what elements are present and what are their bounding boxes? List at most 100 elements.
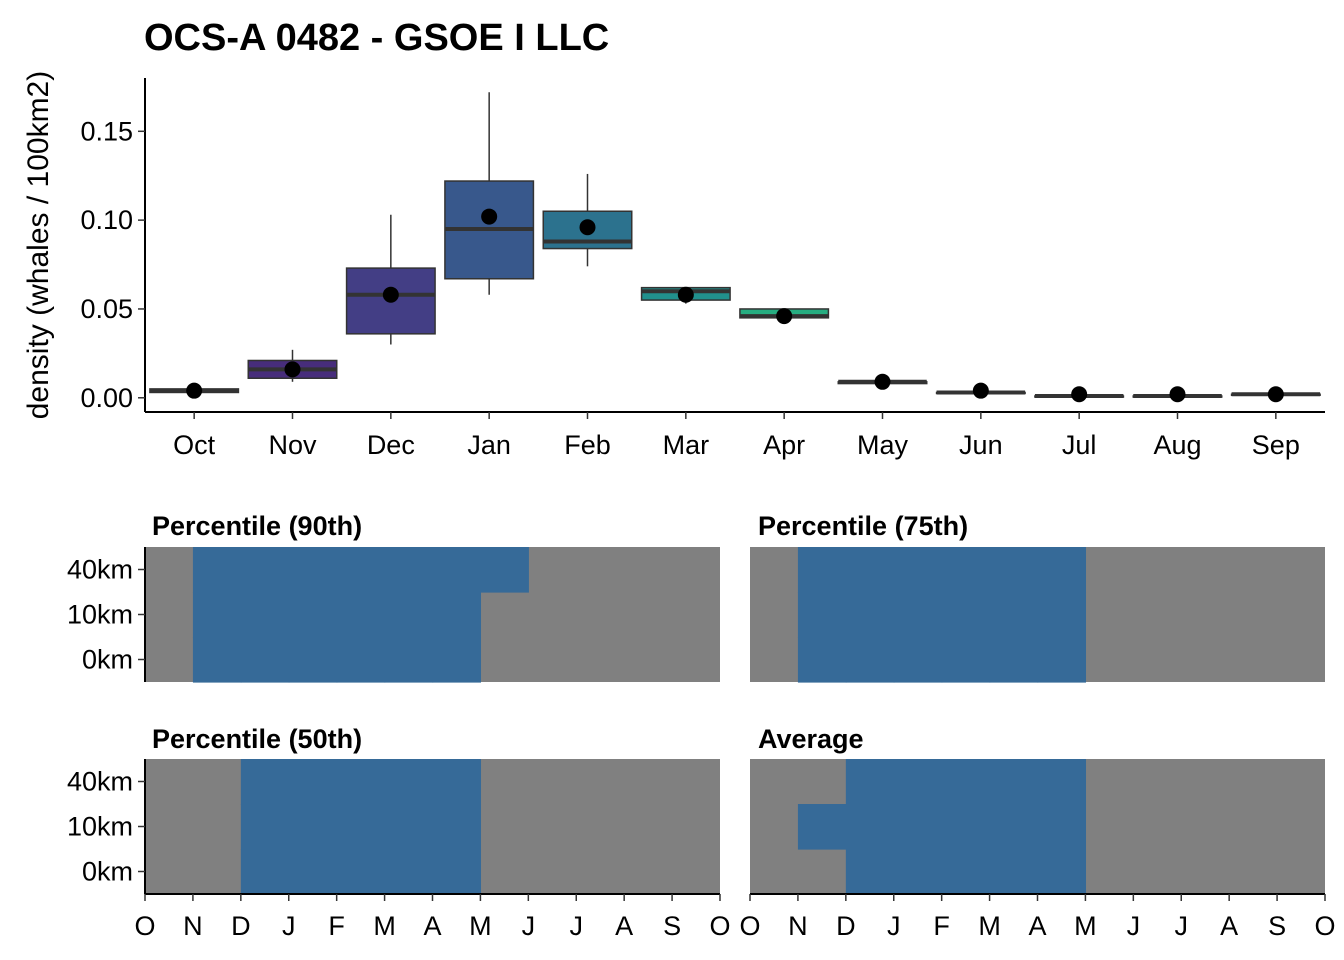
- heatmap-cell: [240, 849, 290, 895]
- y-tick-label: 0km: [82, 645, 133, 675]
- mean-point: [874, 373, 891, 390]
- heatmap-cell: [384, 759, 434, 805]
- box-jan: [444, 92, 535, 295]
- x-tick-label: J: [1175, 911, 1189, 941]
- x-tick-label: Sep: [1252, 430, 1300, 460]
- heatmap-cell: [989, 804, 1039, 850]
- heatmap-cell: [336, 849, 386, 895]
- heatmap-cell: [288, 804, 338, 850]
- x-tick-label: Jan: [467, 430, 511, 460]
- panel-title: Average: [758, 724, 864, 754]
- x-tick-label: F: [328, 911, 345, 941]
- box-nov: [247, 349, 338, 382]
- heatmap-cell: [432, 849, 482, 895]
- heatmap-cell: [432, 804, 482, 850]
- heatmap-cell: [1037, 759, 1087, 805]
- x-tick-label: A: [1220, 911, 1238, 941]
- x-tick-label: S: [1268, 911, 1286, 941]
- heatmap-cell: [240, 759, 290, 805]
- box-aug: [1132, 386, 1223, 403]
- box-dec: [345, 214, 436, 345]
- heatmap-cell: [941, 547, 991, 593]
- heatmap-cell: [288, 759, 338, 805]
- x-tick-label: D: [231, 911, 251, 941]
- heatmap-cell: [893, 547, 943, 593]
- x-tick-label: Dec: [367, 430, 415, 460]
- x-tick-label: Feb: [564, 430, 611, 460]
- y-tick-label: 0km: [82, 857, 133, 887]
- heatmap-cell: [845, 547, 895, 593]
- x-tick-label: S: [663, 911, 681, 941]
- y-tick-label: 0.15: [80, 116, 133, 146]
- x-tick-label: A: [423, 911, 441, 941]
- x-tick-label: M: [978, 911, 1001, 941]
- heatmap-cell: [432, 759, 482, 805]
- heatmap-cell: [941, 849, 991, 895]
- panel-title: Percentile (50th): [152, 724, 362, 754]
- box-may: [837, 373, 928, 390]
- mean-point: [1071, 386, 1088, 403]
- x-tick-label: N: [183, 911, 203, 941]
- box-plot: 0.00 0.05 0.10 0.15 Oct Nov Dec Jan Feb Mar Apr May…: [80, 78, 1325, 460]
- heatmap-cell: [797, 592, 847, 638]
- heatmap-cell: [1037, 637, 1087, 683]
- y-tick-label: 40km: [67, 555, 133, 585]
- heatmap-cell: [480, 547, 529, 593]
- x-tick-label: A: [615, 911, 633, 941]
- heatmap-cell: [989, 592, 1039, 638]
- heatmap-cell: [336, 637, 386, 683]
- heatmap-cell: [240, 804, 290, 850]
- y-axis-title: density (whales / 100km2): [22, 71, 55, 420]
- mean-point: [579, 219, 596, 236]
- box-apr: [739, 308, 830, 325]
- mean-point: [481, 208, 498, 225]
- box-jun: [935, 382, 1026, 399]
- box-body: [345, 267, 436, 335]
- y-tick-label: 10km: [67, 812, 133, 842]
- panel-title: Percentile (90th): [152, 511, 362, 541]
- heatmap-cell: [845, 759, 895, 805]
- mean-point: [972, 382, 989, 399]
- heatmap-cell: [845, 804, 895, 850]
- heatmap-cell: [192, 592, 242, 638]
- heatmap-cell: [845, 637, 895, 683]
- heatmap-cell: [797, 547, 847, 593]
- x-tick-label: O: [739, 911, 760, 941]
- heatmap-cell: [1037, 804, 1087, 850]
- mean-point: [382, 286, 399, 303]
- box-oct: [149, 382, 240, 399]
- x-tick-label: J: [570, 911, 584, 941]
- heatmap-cell: [384, 849, 434, 895]
- x-tick-label: M: [469, 911, 492, 941]
- heatmap-cell: [432, 637, 482, 683]
- heatmap-cell: [288, 547, 338, 593]
- panel-title: Percentile (75th): [758, 511, 968, 541]
- heatmap-cell: [192, 637, 242, 683]
- heatmap-cell: [989, 849, 1039, 895]
- x-tick-label: Aug: [1153, 430, 1201, 460]
- heatmap-cell: [384, 637, 434, 683]
- mean-point: [186, 382, 203, 399]
- heatmap-cell: [941, 759, 991, 805]
- heatmap-cell: [384, 592, 434, 638]
- heatmap-cell: [240, 592, 290, 638]
- y-tick-label: 40km: [67, 767, 133, 797]
- heatmap-panel-percentile-75th: Percentile (75th): [750, 511, 1325, 683]
- heatmap-cell: [288, 592, 338, 638]
- x-tick-label: Jun: [959, 430, 1003, 460]
- x-tick-label: D: [836, 911, 856, 941]
- heatmap-cell: [336, 804, 386, 850]
- heatmap-cell: [893, 849, 943, 895]
- heatmap-panel-percentile-90th: Percentile (90th) 40km 10km 0km: [67, 511, 720, 683]
- heatmap-cell: [384, 547, 434, 593]
- heatmap-cell: [336, 547, 386, 593]
- mean-point: [677, 286, 694, 303]
- heatmap-cell: [797, 637, 847, 683]
- y-tick-label: 10km: [67, 600, 133, 630]
- mean-point: [284, 361, 301, 378]
- box-mar: [640, 286, 731, 304]
- x-tick-label: O: [709, 911, 730, 941]
- x-tick-label: J: [1127, 911, 1141, 941]
